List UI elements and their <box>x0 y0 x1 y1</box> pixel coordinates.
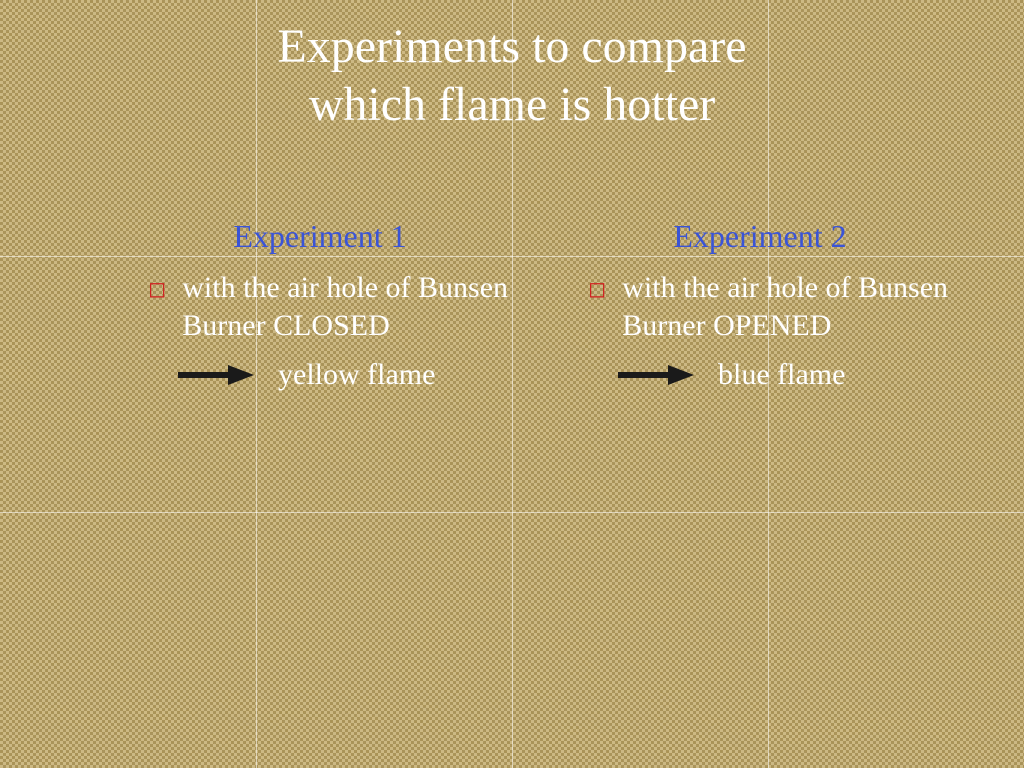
experiment-2-bullet: ◻ with the air hole of Bunsen Burner OPE… <box>560 269 960 344</box>
title-line-1: Experiments to compare <box>277 20 746 73</box>
arrow-right-icon <box>616 363 694 387</box>
experiment-1-result: yellow flame <box>278 358 435 392</box>
bullet-icon: ◻ <box>588 275 606 303</box>
experiment-1-bullet-text: with the air hole of Bunsen Burner CLOSE… <box>182 269 520 344</box>
grid-h-2 <box>0 512 1024 513</box>
slide: Experiments to compare which flame is ho… <box>0 0 1024 768</box>
bullet-icon: ◻ <box>148 275 166 303</box>
arrow-right-icon <box>176 363 254 387</box>
experiment-2-result: blue flame <box>718 358 845 392</box>
title-line-2: which flame is hotter <box>309 78 716 131</box>
experiment-1-heading: Experiment 1 <box>120 218 520 255</box>
column-experiment-2: Experiment 2 ◻ with the air hole of Buns… <box>560 218 960 392</box>
column-experiment-1: Experiment 1 ◻ with the air hole of Buns… <box>120 218 520 392</box>
experiment-1-result-row: yellow flame <box>176 358 520 392</box>
experiment-2-heading: Experiment 2 <box>560 218 960 255</box>
experiment-2-bullet-text: with the air hole of Bunsen Burner OPENE… <box>622 269 960 344</box>
slide-title: Experiments to compare which flame is ho… <box>0 18 1024 133</box>
experiment-1-bullet: ◻ with the air hole of Bunsen Burner CLO… <box>120 269 520 344</box>
experiment-2-result-row: blue flame <box>616 358 960 392</box>
